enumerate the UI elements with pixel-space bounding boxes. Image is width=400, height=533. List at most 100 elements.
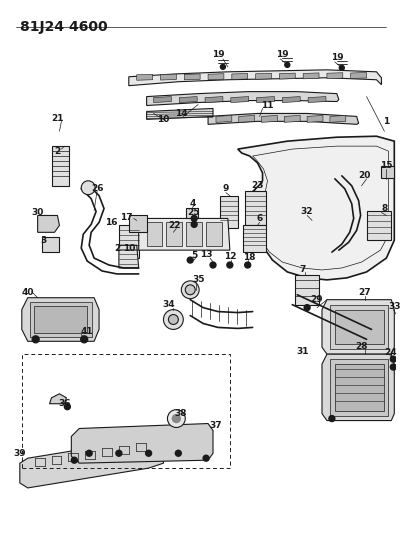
Circle shape: [164, 310, 183, 329]
Polygon shape: [166, 222, 182, 246]
Polygon shape: [52, 146, 69, 186]
Polygon shape: [351, 72, 366, 78]
Text: 36: 36: [58, 399, 71, 408]
Text: 6: 6: [256, 214, 263, 223]
Text: 18: 18: [244, 253, 256, 262]
Polygon shape: [335, 310, 384, 344]
Text: 38: 38: [174, 409, 186, 418]
Polygon shape: [160, 74, 176, 80]
Polygon shape: [256, 74, 272, 79]
Text: 1: 1: [383, 117, 390, 126]
Circle shape: [64, 403, 70, 410]
Polygon shape: [186, 222, 202, 246]
Circle shape: [285, 62, 290, 67]
Polygon shape: [191, 235, 200, 245]
Circle shape: [187, 257, 193, 263]
Polygon shape: [156, 235, 164, 245]
Text: 33: 33: [388, 302, 400, 311]
Polygon shape: [22, 298, 99, 341]
Circle shape: [191, 221, 197, 228]
Circle shape: [32, 336, 39, 343]
Polygon shape: [245, 191, 266, 225]
Text: 37: 37: [210, 421, 222, 430]
Text: 27: 27: [358, 288, 371, 297]
Polygon shape: [71, 424, 213, 463]
Polygon shape: [50, 394, 66, 403]
Text: 7: 7: [299, 265, 305, 274]
Bar: [22, 354, 230, 468]
Text: 17: 17: [120, 213, 133, 222]
Text: 25: 25: [187, 208, 200, 217]
Circle shape: [191, 215, 197, 221]
Polygon shape: [137, 74, 152, 80]
Polygon shape: [208, 74, 224, 79]
Polygon shape: [168, 235, 176, 245]
Text: 2: 2: [114, 244, 120, 253]
Polygon shape: [30, 302, 92, 337]
Polygon shape: [330, 305, 388, 349]
Polygon shape: [256, 96, 274, 102]
Circle shape: [220, 64, 225, 69]
Polygon shape: [330, 359, 388, 416]
Polygon shape: [303, 73, 319, 79]
Polygon shape: [147, 92, 339, 106]
Text: 35: 35: [192, 276, 204, 285]
Text: 5: 5: [191, 251, 197, 260]
Circle shape: [245, 262, 251, 268]
Text: 30: 30: [32, 208, 44, 217]
Circle shape: [86, 450, 92, 456]
Polygon shape: [184, 74, 200, 80]
Polygon shape: [330, 116, 346, 123]
Polygon shape: [284, 116, 300, 123]
Circle shape: [175, 450, 181, 456]
Polygon shape: [139, 219, 230, 250]
Polygon shape: [232, 74, 248, 79]
Text: 15: 15: [380, 161, 393, 171]
Polygon shape: [119, 245, 139, 268]
Text: 40: 40: [22, 288, 34, 297]
Text: 13: 13: [200, 249, 212, 259]
Polygon shape: [205, 96, 223, 102]
Text: 2: 2: [54, 147, 60, 156]
Circle shape: [116, 450, 122, 456]
Text: 10: 10: [123, 244, 135, 253]
Polygon shape: [322, 354, 394, 421]
Text: 19: 19: [330, 53, 343, 62]
Polygon shape: [295, 275, 319, 305]
Text: 24: 24: [384, 348, 397, 357]
Text: 19: 19: [212, 51, 224, 60]
Text: 32: 32: [301, 207, 313, 216]
Polygon shape: [307, 116, 323, 123]
Polygon shape: [38, 215, 60, 232]
Text: 8: 8: [381, 204, 388, 213]
Circle shape: [168, 410, 185, 427]
Polygon shape: [206, 222, 222, 246]
Text: 28: 28: [355, 342, 368, 351]
Circle shape: [168, 314, 178, 325]
Text: 16: 16: [105, 218, 117, 227]
Polygon shape: [382, 166, 394, 178]
Text: 39: 39: [14, 449, 26, 458]
Text: 11: 11: [261, 101, 274, 110]
Polygon shape: [282, 96, 300, 102]
Polygon shape: [179, 96, 197, 102]
Polygon shape: [147, 109, 213, 119]
Polygon shape: [366, 211, 391, 240]
Polygon shape: [129, 70, 382, 86]
Circle shape: [71, 457, 77, 463]
Polygon shape: [208, 114, 359, 124]
Circle shape: [146, 450, 152, 456]
Polygon shape: [179, 235, 188, 245]
Polygon shape: [203, 235, 212, 245]
Text: 23: 23: [251, 181, 264, 190]
Text: 34: 34: [162, 300, 175, 309]
Polygon shape: [239, 116, 255, 123]
Polygon shape: [144, 235, 152, 245]
Text: 10: 10: [157, 115, 170, 124]
Circle shape: [172, 415, 180, 423]
Polygon shape: [279, 73, 295, 79]
Polygon shape: [322, 300, 394, 354]
Text: 22: 22: [168, 221, 181, 230]
Polygon shape: [20, 438, 164, 488]
Text: 21: 21: [51, 114, 64, 123]
